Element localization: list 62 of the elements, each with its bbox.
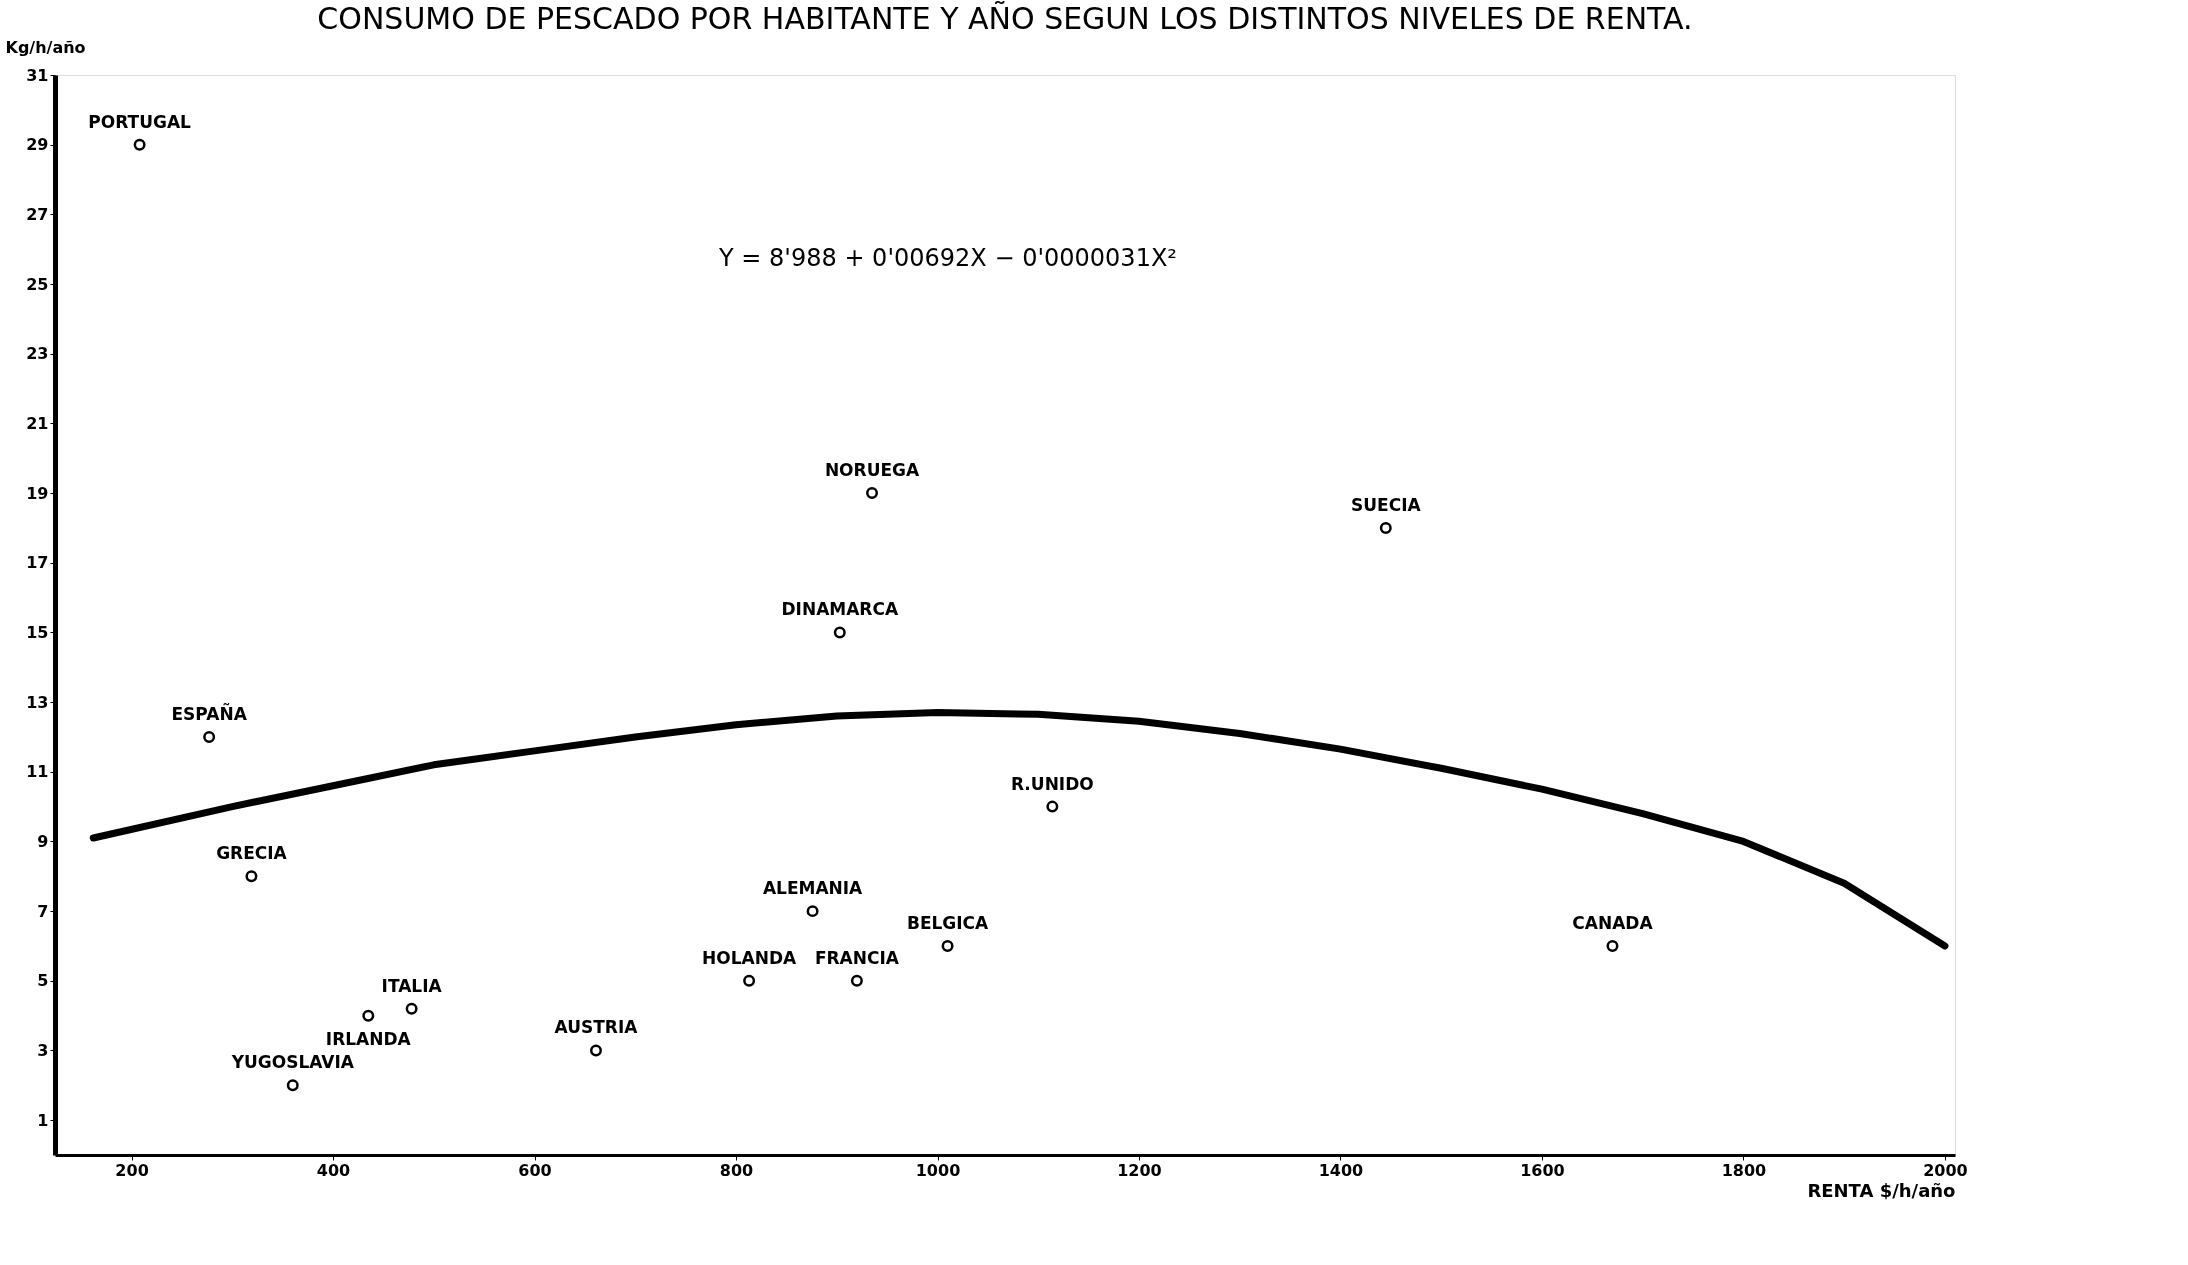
point — [743, 974, 756, 987]
y-tick-label: 1 — [37, 1110, 49, 1130]
x-tick-label: 2000 — [1923, 1160, 1968, 1180]
annotation: GRECIA — [216, 843, 288, 864]
y-axis-title: Kg/h/año — [5, 37, 86, 57]
annotation: SUECIA — [1350, 494, 1422, 515]
y-tick-label: 23 — [26, 344, 49, 364]
annotation: Y = 8'988 + 0'00692X − 0'0000031X² — [718, 243, 1177, 272]
y-tick-label: 27 — [26, 204, 49, 224]
x-tick-label: 800 — [719, 1160, 754, 1180]
y-tick-label: 3 — [37, 1040, 49, 1060]
x-tick-label: 1400 — [1318, 1160, 1364, 1180]
point — [203, 730, 216, 743]
y-tick-label: 29 — [26, 135, 49, 155]
y-tick-label: 9 — [37, 831, 49, 851]
annotation: FRANCIA — [814, 947, 900, 968]
y-tick-label: 17 — [26, 553, 49, 573]
y-tick-label: 7 — [37, 901, 49, 921]
x-tick-label: 1200 — [1117, 1160, 1162, 1180]
point — [1606, 939, 1619, 952]
x-tick-label: 200 — [115, 1160, 149, 1180]
point — [941, 939, 954, 952]
x-tick-label: 600 — [518, 1160, 552, 1180]
annotation: IRLANDA — [325, 1028, 412, 1049]
y-tick-label: 21 — [26, 413, 49, 433]
point — [405, 1002, 418, 1015]
point — [589, 1044, 602, 1057]
annotation: AUSTRIA — [554, 1017, 639, 1038]
point — [833, 626, 846, 639]
chart-title: CONSUMO DE PESCADO POR HABITANTE Y AÑO SEGUN LOS DISTINTOS NIVELES DE RENTA. — [317, 1, 1693, 36]
annotation: PORTUGAL — [88, 111, 192, 132]
annotation: ITALIA — [381, 975, 443, 996]
x-tick-label: 1600 — [1520, 1160, 1565, 1180]
point — [133, 138, 146, 151]
annotation: ALEMANIA — [762, 878, 864, 899]
y-tick-label: 25 — [26, 274, 49, 294]
y-tick-label: 31 — [26, 65, 49, 85]
annotation: HOLANDA — [702, 947, 798, 968]
annotation: ESPAÑA — [171, 701, 248, 724]
y-tick-label: 5 — [37, 971, 49, 991]
annotation: CANADA — [1572, 912, 1654, 933]
annotation: BELGICA — [906, 912, 990, 933]
point — [1046, 800, 1059, 813]
x-tick-label: 400 — [316, 1160, 351, 1180]
point — [286, 1079, 299, 1092]
y-tick-label: 19 — [26, 483, 49, 503]
x-tick-label: 1000 — [915, 1160, 961, 1180]
point — [1379, 521, 1392, 534]
annotation: NORUEGA — [824, 460, 921, 481]
x-axis-title: RENTA $/h/año — [1807, 1179, 1956, 1201]
y-tick-label: 15 — [26, 622, 49, 642]
y-tick-label: 11 — [26, 762, 49, 782]
x-tick-label: 1800 — [1721, 1160, 1767, 1180]
annotation: R.UNIDO — [1010, 773, 1094, 794]
point — [362, 1009, 375, 1022]
annotation: YUGOSLAVIA — [230, 1052, 355, 1073]
annotation: DINAMARCA — [781, 599, 899, 620]
point — [866, 487, 879, 500]
point — [850, 974, 863, 987]
point — [806, 905, 819, 918]
point — [245, 870, 258, 883]
y-tick-label: 13 — [26, 692, 49, 712]
